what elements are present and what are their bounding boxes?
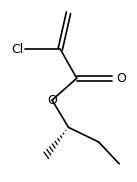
Text: O: O (116, 72, 126, 85)
Text: O: O (47, 94, 57, 107)
Text: Cl: Cl (12, 43, 24, 56)
